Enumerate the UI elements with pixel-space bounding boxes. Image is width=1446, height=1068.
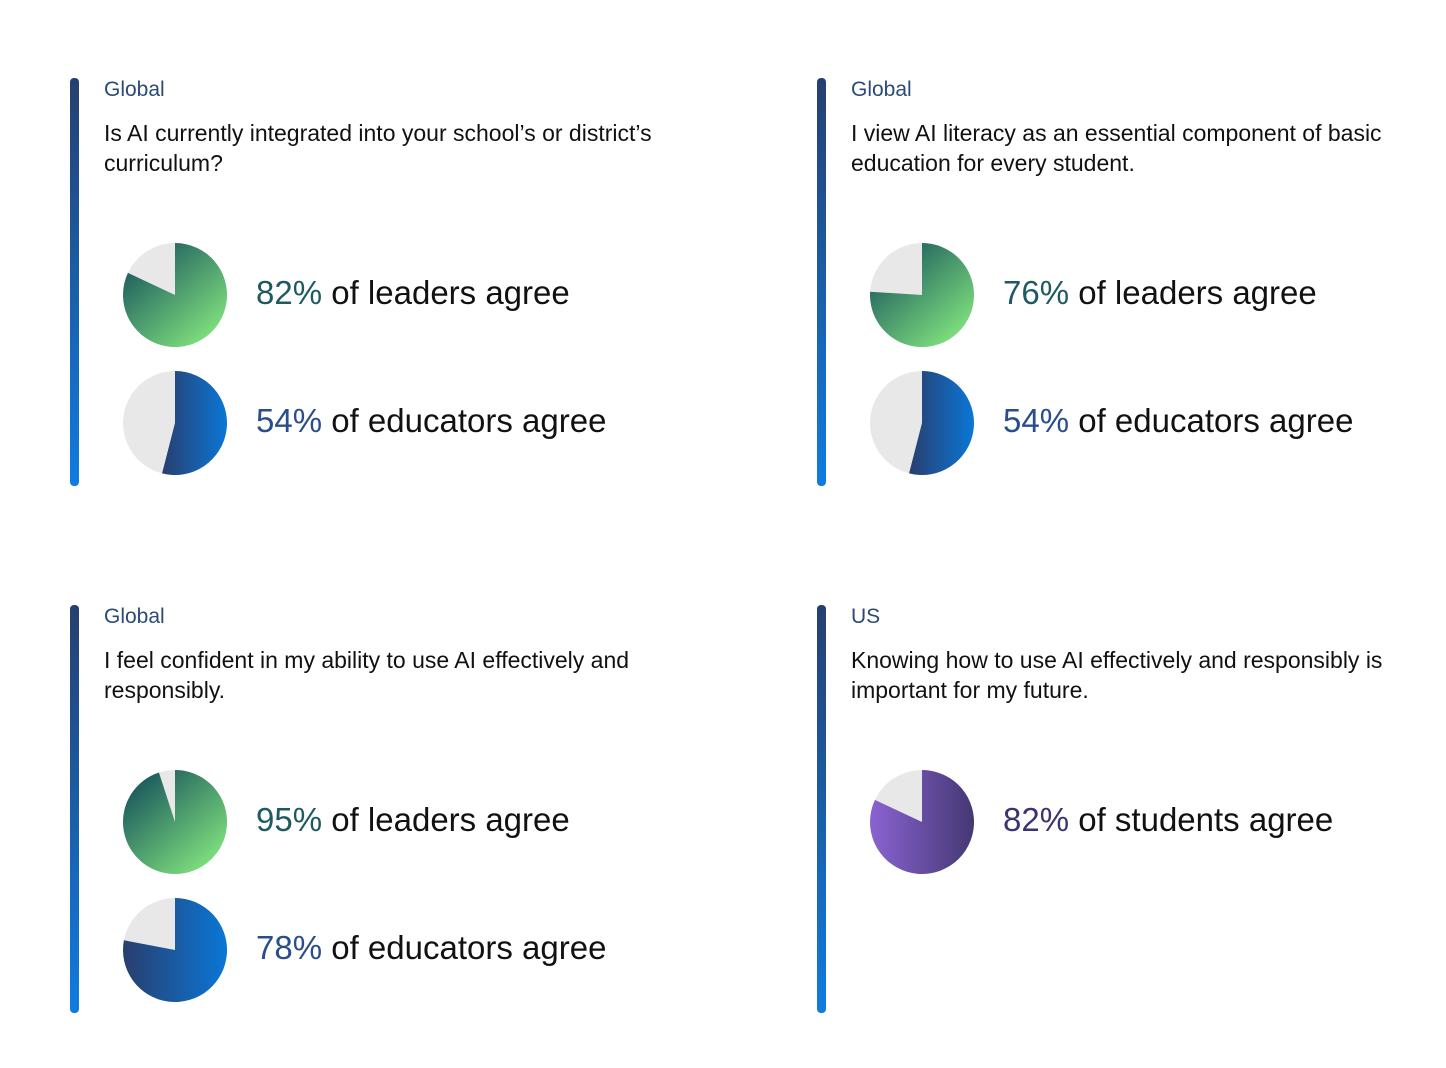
pie-chart bbox=[123, 770, 228, 874]
stat-percent: 78% bbox=[256, 929, 323, 966]
stat-percent: 82% bbox=[1003, 801, 1070, 838]
stat-label: of leaders agree bbox=[331, 801, 570, 838]
stat-text: 76% of leaders agree bbox=[1003, 271, 1317, 315]
pie-chart bbox=[123, 243, 228, 347]
survey-question: I view AI literacy as an essential compo… bbox=[851, 120, 1382, 176]
pie-agree-slice bbox=[123, 243, 228, 347]
stat-percent: 54% bbox=[1003, 402, 1070, 439]
stat-text: 78% of educators agree bbox=[256, 926, 606, 970]
stat-percent: 95% bbox=[256, 801, 323, 838]
region-label: US bbox=[851, 605, 881, 628]
pie-chart bbox=[870, 770, 975, 874]
stat-percent: 82% bbox=[256, 274, 323, 311]
stat-text: 54% of educators agree bbox=[1003, 399, 1353, 443]
stat-text: 95% of leaders agree bbox=[256, 798, 570, 842]
stat-percent: 54% bbox=[256, 402, 323, 439]
pie-agree-slice bbox=[869, 243, 974, 347]
survey-question: I feel confident in my ability to use AI… bbox=[104, 647, 630, 703]
pie-agree-slice bbox=[123, 770, 228, 874]
pie-chart bbox=[869, 243, 974, 347]
region-label: Global bbox=[104, 78, 165, 101]
accent-bar bbox=[70, 605, 79, 1013]
stat-percent: 76% bbox=[1003, 274, 1070, 311]
accent-bar bbox=[817, 605, 826, 1013]
stat-label: of educators agree bbox=[331, 929, 607, 966]
accent-bar bbox=[70, 78, 79, 486]
pie-agree-slice bbox=[870, 770, 975, 874]
pie-chart bbox=[870, 371, 974, 475]
pie-chart bbox=[122, 898, 227, 1002]
stat-label: of leaders agree bbox=[1078, 274, 1317, 311]
stat-text: 82% of leaders agree bbox=[256, 271, 570, 315]
stat-label: of educators agree bbox=[1078, 402, 1354, 439]
stat-label: of educators agree bbox=[331, 402, 607, 439]
accent-bar bbox=[817, 78, 826, 486]
pie-chart bbox=[123, 371, 227, 475]
stat-label: of leaders agree bbox=[331, 274, 570, 311]
stat-text: 54% of educators agree bbox=[256, 399, 606, 443]
pie-agree-slice bbox=[122, 898, 227, 1002]
survey-question: Knowing how to use AI effectively and re… bbox=[851, 647, 1383, 703]
survey-question: Is AI currently integrated into your sch… bbox=[104, 120, 652, 176]
stat-label: of students agree bbox=[1078, 801, 1334, 838]
region-label: Global bbox=[851, 78, 912, 101]
region-label: Global bbox=[104, 605, 165, 628]
stat-text: 82% of students agree bbox=[1003, 798, 1333, 842]
pie-agree-slice bbox=[909, 371, 974, 475]
pie-agree-slice bbox=[162, 371, 227, 475]
